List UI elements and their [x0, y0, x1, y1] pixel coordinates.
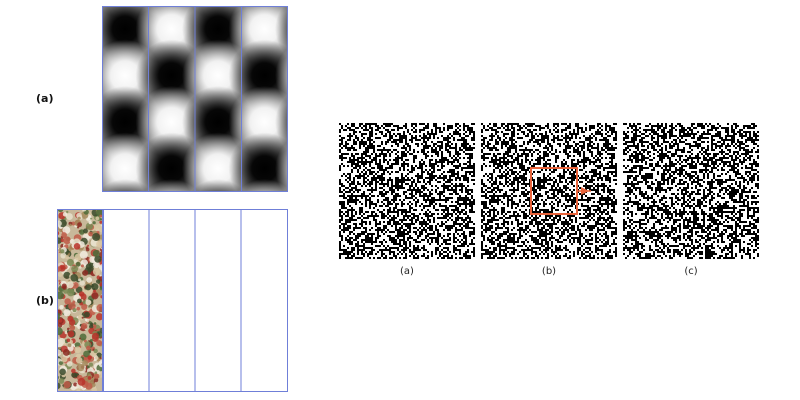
noise-image-a — [339, 123, 475, 259]
floral-texture-swatch — [57, 209, 103, 392]
periodic-blob-pattern — [102, 6, 288, 192]
noise-image-b — [481, 123, 617, 259]
panel-label-a: (a) — [36, 92, 54, 105]
caption-a: (a) — [400, 266, 414, 277]
texture-strip-panel — [57, 209, 288, 392]
caption-c: (c) — [684, 266, 698, 277]
arrow-head-icon — [581, 187, 589, 195]
noise-image-c — [623, 123, 759, 259]
panel-label-b: (b) — [36, 294, 54, 307]
caption-b: (b) — [541, 266, 557, 277]
highlight-box — [530, 167, 591, 215]
